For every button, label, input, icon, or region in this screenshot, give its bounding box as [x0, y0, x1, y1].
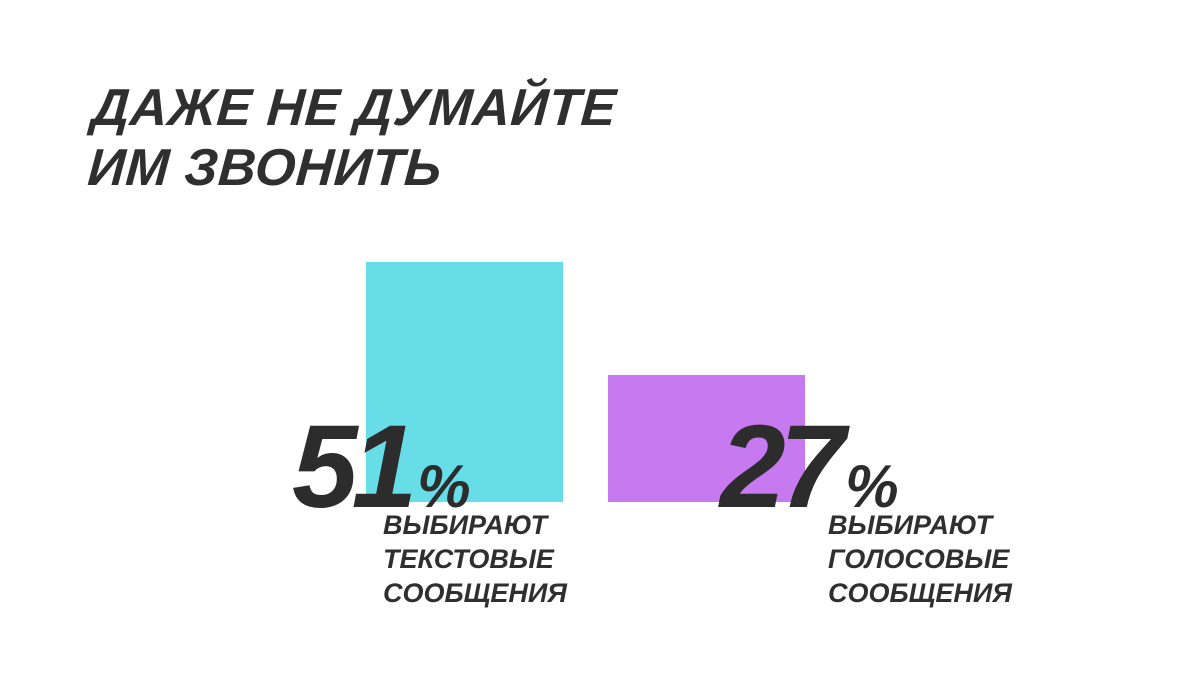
- stat-number: 27: [720, 401, 845, 533]
- caption-line: СООБЩЕНИЯ: [828, 578, 1012, 608]
- bar-voice-messages: [608, 374, 805, 502]
- caption-text-messages: ВЫБИРАЮТ ТЕКСТОВЫЕ СООБЩЕНИЯ: [383, 508, 567, 610]
- stat-number: 51: [292, 401, 417, 533]
- caption-line: ГОЛОСОВЫЕ: [828, 544, 1010, 574]
- caption-line: ВЫБИРАЮТ: [383, 510, 548, 540]
- stat-value-voice-messages: 27%: [720, 408, 899, 526]
- caption-voice-messages: ВЫБИРАЮТ ГОЛОСОВЫЕ СООБЩЕНИЯ: [828, 508, 1012, 610]
- caption-line: ВЫБИРАЮТ: [828, 510, 993, 540]
- caption-line: СООБЩЕНИЯ: [383, 578, 567, 608]
- bar-text-messages: [366, 262, 563, 502]
- caption-line: ТЕКСТОВЫЕ: [383, 544, 554, 574]
- stat-value-text-messages: 51%: [292, 408, 471, 526]
- stat-percent-sign: %: [417, 453, 471, 520]
- stat-percent-sign: %: [845, 453, 899, 520]
